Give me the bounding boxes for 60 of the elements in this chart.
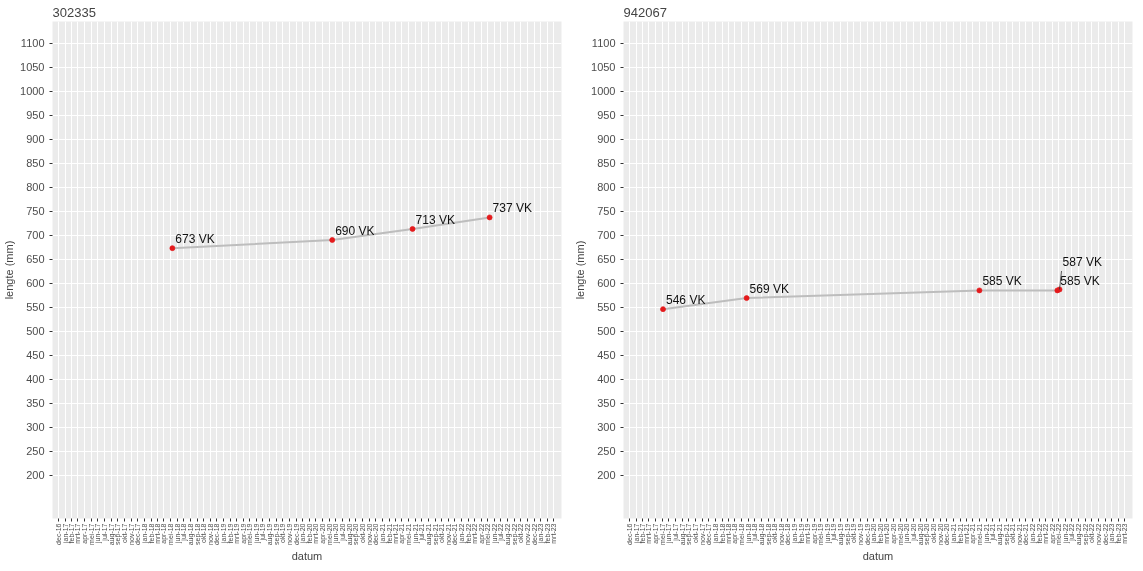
x-axis-title: datum	[862, 550, 894, 563]
y-tick-label: 350	[597, 397, 616, 410]
y-tick-label: 1100	[591, 37, 616, 50]
y-tick-label: 500	[26, 325, 45, 338]
y-tick-label: 750	[26, 205, 45, 218]
y-tick-label: 950	[26, 109, 45, 122]
data-label: 585 VK	[982, 274, 1022, 289]
y-tick-label: 650	[26, 253, 45, 266]
y-tick-label: 600	[597, 277, 616, 290]
point	[660, 306, 666, 312]
y-tick-label: 850	[597, 157, 616, 170]
y-tick-label: 600	[26, 277, 45, 290]
point	[409, 226, 416, 232]
y-tick-label: 400	[26, 373, 45, 386]
y-tick-label: 300	[597, 421, 616, 434]
y-tick-label: 700	[26, 229, 45, 242]
y-tick-label: 750	[597, 205, 616, 218]
y-tick-label: 450	[597, 349, 616, 362]
data-label: 690 VK	[335, 223, 375, 238]
y-tick-label: 1050	[20, 61, 45, 74]
y-tick-label: 700	[597, 229, 616, 242]
y-tick-label: 900	[597, 133, 616, 146]
chart-title: 302335	[52, 4, 96, 20]
y-tick-label: 550	[597, 301, 616, 314]
y-tick-label: 300	[26, 421, 45, 434]
x-axis-title: datum	[291, 550, 323, 563]
y-tick-label: 500	[597, 325, 616, 338]
y-tick-label: 1100	[20, 37, 45, 50]
point	[486, 214, 493, 221]
y-tick-label: 900	[26, 133, 45, 146]
point	[743, 295, 750, 301]
y-tick-label: 1050	[591, 61, 616, 74]
data-label: 737 VK	[492, 201, 532, 216]
point	[169, 245, 176, 251]
y-tick-label: 800	[597, 181, 616, 194]
y-tick-label: 200	[597, 469, 616, 482]
y-tick-label: 800	[26, 181, 45, 194]
data-label: 569 VK	[749, 282, 789, 297]
y-tick-label: 400	[597, 373, 616, 386]
y-tick-label: 1000	[591, 85, 616, 98]
point	[976, 287, 983, 294]
y-tick-label: 1000	[20, 85, 45, 98]
data-label: 673 VK	[175, 232, 215, 247]
data-label: 546 VK	[666, 293, 706, 308]
y-tick-label: 350	[26, 397, 45, 410]
point	[329, 237, 336, 243]
y-tick-label: 200	[26, 469, 45, 482]
y-axis-title: lengte (mm)	[574, 240, 587, 300]
y-tick-label: 250	[597, 445, 616, 458]
y-axis-title: lengte (mm)	[3, 240, 16, 300]
data-label: 587 VK	[1062, 255, 1102, 270]
data-label: 713 VK	[415, 212, 455, 227]
y-tick-label: 850	[26, 157, 45, 170]
y-tick-label: 650	[597, 253, 616, 266]
y-tick-label: 950	[597, 109, 616, 122]
y-tick-label: 550	[26, 301, 45, 314]
data-label: 585 VK	[1060, 274, 1100, 289]
y-tick-label: 450	[26, 349, 45, 362]
chart-title: 942067	[623, 4, 667, 20]
y-tick-label: 250	[26, 445, 45, 458]
